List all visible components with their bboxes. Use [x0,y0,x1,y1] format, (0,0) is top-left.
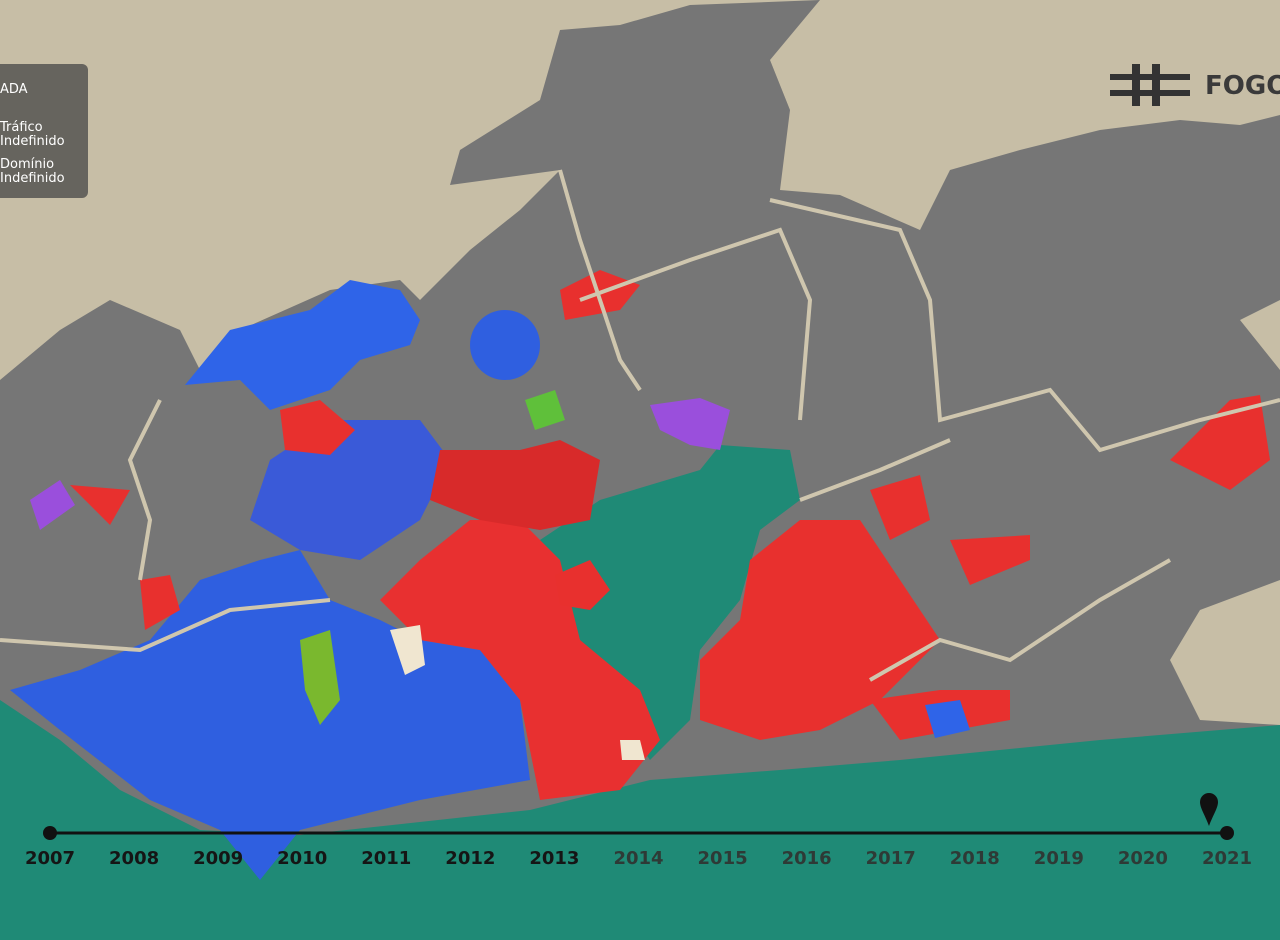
region-red [1170,395,1270,490]
year-label[interactable]: 2021 [1202,848,1252,869]
region-red [700,520,940,740]
region-red [870,475,930,540]
region-red [555,560,610,610]
region-purple [650,398,730,450]
region-red [140,575,180,630]
year-label[interactable]: 2008 [109,848,159,869]
region-cream [390,625,425,675]
year-label[interactable]: 2018 [950,848,1000,869]
region-red [950,535,1030,585]
region-cream [620,740,645,760]
region-red [430,440,600,530]
region-red [280,400,355,455]
region-blue [250,420,450,560]
year-label[interactable]: 2009 [193,848,243,869]
legend: ADA Tráfico Indefinido Domínio Indefinid… [0,64,88,198]
region-blue [925,700,970,738]
timeline: 2007 2008 2009 2010 2011 2012 2013 2014 2015 2016… [25,793,1252,869]
boundaries [0,169,1280,682]
year-label[interactable]: 2012 [445,848,495,869]
legend-item: Tráfico Indefinido [0,120,65,149]
year-label[interactable]: 2015 [698,848,748,869]
region-green [300,630,340,725]
year-label[interactable]: 2013 [529,848,579,869]
year-label[interactable]: 2007 [25,848,75,869]
year-label[interactable]: 2014 [613,848,663,869]
year-label[interactable]: 2017 [866,848,916,869]
region-purple [30,480,75,530]
year-label[interactable]: 2020 [1118,848,1168,869]
region-blue [185,280,420,410]
year-marker [1200,793,1218,826]
sea [0,700,1280,940]
timeline-start [43,826,57,840]
logo-text: FOGOC [1205,71,1280,101]
region-red [70,485,130,525]
year-label[interactable]: 2010 [277,848,327,869]
region-blue [470,310,540,380]
region-green [525,390,565,430]
region-red [380,520,660,800]
logo-icon [1110,64,1190,106]
year-label[interactable]: 2011 [361,848,411,869]
timeline-end [1220,826,1234,840]
legend-item: Domínio Indefinido [0,157,65,186]
year-label[interactable]: 2016 [782,848,832,869]
legend-item: ADA [0,82,28,97]
year-label[interactable]: 2019 [1034,848,1084,869]
